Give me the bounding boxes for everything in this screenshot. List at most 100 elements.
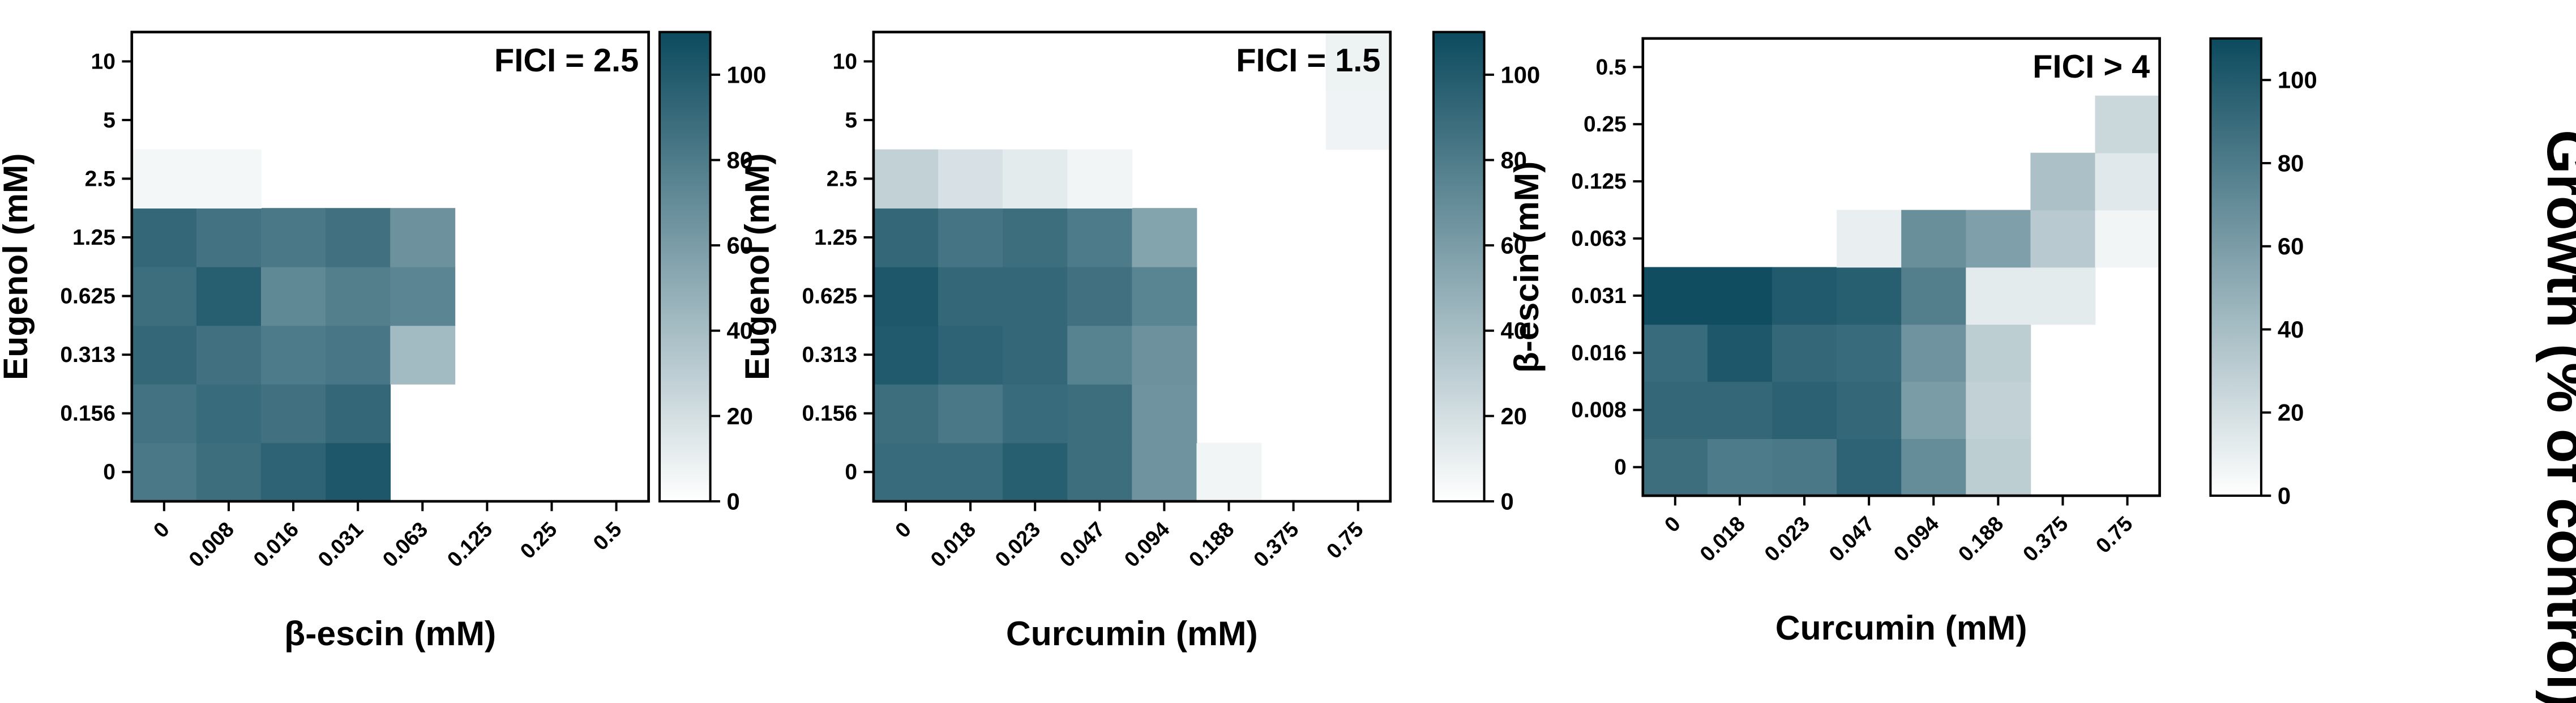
heatmap-cell — [2030, 152, 2096, 211]
heatmap-cell — [1771, 438, 1837, 496]
heatmap-cell — [938, 442, 1004, 502]
heatmap-cell — [1003, 442, 1068, 502]
heatmap-cell — [1003, 384, 1068, 444]
heatmap-cell — [1067, 442, 1133, 502]
y-tick-label: 0 — [103, 460, 115, 484]
colorbar-tick-label: 100 — [2278, 67, 2317, 93]
heatmap-cell — [2095, 95, 2160, 154]
x-tick-label: 0.047 — [1055, 517, 1109, 572]
heatmap-cell — [1707, 381, 1773, 440]
heatmap-cell — [326, 266, 391, 326]
heatmap-cell — [938, 208, 1004, 267]
heatmap-cell — [1003, 149, 1068, 209]
heatmap-cell — [1837, 381, 1902, 440]
colorbar-tick-label: 20 — [2278, 399, 2304, 426]
x-tick-label: 0.018 — [1695, 512, 1749, 566]
heatmap-cell — [938, 149, 1004, 209]
heatmap-cell — [1771, 324, 1837, 382]
heatmap-cell — [390, 266, 456, 326]
heatmap-cell — [196, 325, 262, 385]
heatmap-cell — [196, 442, 262, 502]
heatmap-cell — [326, 208, 391, 267]
heatmap-cell — [196, 384, 262, 444]
heatmap-cell — [1707, 267, 1773, 325]
heatmap-cell — [873, 266, 939, 326]
heatmap-cell — [261, 266, 326, 326]
heatmap-cell — [131, 384, 197, 444]
y-tick-label: 0.5 — [1596, 55, 1627, 79]
heatmap-cell — [1837, 438, 1902, 496]
x-axis-label: β-escin (mM) — [284, 614, 496, 653]
heatmap-cell — [1707, 324, 1773, 382]
heatmap-cell — [261, 384, 326, 444]
colorbar-tick-label: 40 — [1500, 317, 1527, 344]
heatmap-cell — [1771, 267, 1837, 325]
y-axis-label: Eugenol (mM) — [0, 153, 35, 380]
colorbar — [2209, 37, 2263, 497]
fici-annotation: FICI > 4 — [2032, 49, 2150, 85]
colorbar-tick-label: 0 — [1500, 488, 1513, 514]
x-tick-label: 0.375 — [2018, 512, 2073, 566]
colorbar-tick-label: 80 — [726, 147, 753, 173]
heatmap-cell — [196, 266, 262, 326]
heatmap-cell — [1837, 210, 1902, 268]
heatmap-cell — [131, 325, 197, 385]
heatmap-cell — [873, 442, 939, 502]
colorbar-tick-label: 40 — [726, 317, 753, 344]
heatmap-cell — [1966, 267, 2031, 325]
heatmap-cell — [1642, 438, 1708, 496]
colorbar-tick-label: 40 — [2278, 316, 2304, 343]
heatmap-cell — [1837, 267, 1902, 325]
heatmap-cell — [2030, 210, 2096, 268]
x-tick-label: 0.25 — [515, 517, 561, 563]
x-axis-label: Curcumin (mM) — [1775, 608, 2027, 647]
heatmap-cell — [1707, 438, 1773, 496]
x-tick-label: 0 — [149, 517, 174, 542]
y-tick-label: 0.008 — [1571, 398, 1627, 423]
heatmap-cell — [1067, 325, 1133, 385]
x-tick-label: 0.5 — [588, 517, 626, 555]
heatmap-cell — [1771, 381, 1837, 440]
x-tick-label: 0.008 — [184, 517, 238, 572]
heatmap-cell — [1325, 91, 1391, 150]
heatmap-cell — [261, 325, 326, 385]
heatmap-cell — [873, 149, 939, 209]
heatmap-cell — [2030, 267, 2096, 325]
y-axis-label: β-escin (mM) — [1507, 161, 1546, 373]
heatmap-cell — [1067, 266, 1133, 326]
y-tick-label: 2.5 — [827, 167, 857, 191]
y-tick-label: 0 — [1614, 455, 1627, 480]
x-tick-label: 0.016 — [249, 517, 303, 572]
y-tick-label: 10 — [833, 49, 857, 74]
heatmap-cell — [261, 442, 326, 502]
heatmap-cell — [196, 208, 262, 267]
plot-frame — [872, 31, 1392, 503]
heatmap-cell — [1132, 208, 1197, 267]
heatmap-cell — [1132, 325, 1197, 385]
heatmap-cell — [1132, 442, 1197, 502]
y-tick-label: 1.25 — [72, 225, 115, 250]
heatmap-cell — [1966, 438, 2031, 496]
x-tick-label: 0.125 — [442, 517, 497, 572]
heatmap-cell — [390, 325, 456, 385]
y-tick-label: 1.25 — [814, 225, 857, 250]
heatmap-cell — [131, 442, 197, 502]
heatmap-cell — [131, 149, 197, 209]
fici-annotation: FICI = 2.5 — [494, 42, 639, 79]
heatmap-cell — [1901, 381, 1967, 440]
y-tick-label: 0.016 — [1571, 341, 1627, 365]
y-tick-label: 0.313 — [60, 343, 115, 367]
y-tick-label: 0 — [845, 460, 857, 484]
heatmap-cell — [1003, 325, 1068, 385]
y-tick-label: 10 — [91, 49, 115, 74]
heatmap-cell — [1642, 381, 1708, 440]
x-tick-label: 0.018 — [926, 517, 980, 572]
heatmap-cell — [2095, 210, 2160, 268]
colorbar-tick-label: 20 — [726, 403, 753, 429]
plot-frame — [130, 31, 650, 503]
heatmap-cell — [261, 208, 326, 267]
